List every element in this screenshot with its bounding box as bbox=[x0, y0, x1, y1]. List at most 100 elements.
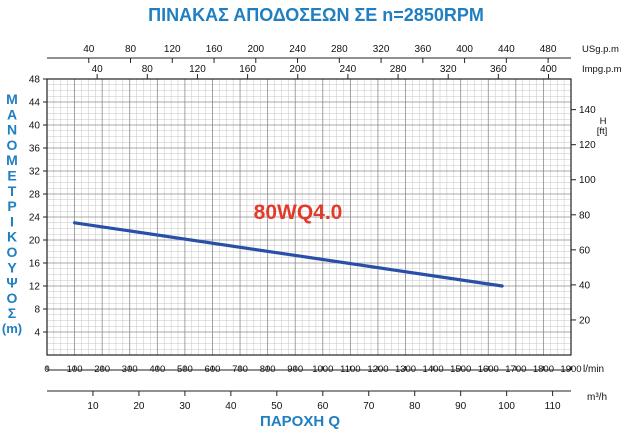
lpm-tick-label: 1900 bbox=[560, 364, 581, 375]
ylabel-letter: Ρ bbox=[7, 198, 16, 214]
ylabel-letter: Υ bbox=[7, 259, 17, 275]
m3h-tick-label: 10 bbox=[87, 401, 99, 412]
lpm-tick-label: 1400 bbox=[423, 364, 444, 375]
head-ft-tick-label: 40 bbox=[579, 280, 591, 291]
m3h-tick-label: 60 bbox=[317, 401, 329, 412]
usgpm-tick-label: 400 bbox=[456, 44, 473, 55]
m3h-tick-label: 70 bbox=[363, 401, 375, 412]
head-ft-tick-label: 60 bbox=[579, 245, 591, 256]
impgpm-tick-label: 80 bbox=[142, 64, 154, 75]
lpm-tick-label: 1300 bbox=[395, 364, 416, 375]
impgpm-tick-label: 160 bbox=[239, 64, 256, 75]
impgpm-tick-label: 400 bbox=[540, 64, 557, 75]
head-ft-tick-label: 20 bbox=[579, 315, 591, 326]
lpm-tick-label: 1800 bbox=[533, 364, 554, 375]
head-ft-unit-top: H bbox=[600, 116, 607, 127]
ylabel-letter: Κ bbox=[7, 229, 17, 245]
lpm-tick-label: 1500 bbox=[450, 364, 471, 375]
head-m-tick-label: 16 bbox=[29, 259, 41, 270]
impgpm-tick-label: 40 bbox=[92, 64, 104, 75]
lpm-tick-label: 900 bbox=[287, 364, 303, 375]
ylabel-letter: Ψ bbox=[6, 275, 17, 291]
lpm-tick-label: 400 bbox=[149, 364, 165, 375]
usgpm-tick-label: 280 bbox=[331, 44, 348, 55]
m3h-tick-label: 40 bbox=[225, 401, 237, 412]
impgpm-tick-label: 280 bbox=[390, 64, 407, 75]
ylabel-letter: Μ bbox=[6, 91, 18, 107]
usgpm-tick-label: 80 bbox=[125, 44, 137, 55]
usgpm-tick-label: 120 bbox=[164, 44, 181, 55]
lpm-tick-label: 1100 bbox=[340, 364, 360, 375]
lpm-tick-label: 600 bbox=[205, 364, 221, 375]
impgpm-tick-label: 360 bbox=[490, 64, 507, 75]
lpm-tick-label: 200 bbox=[94, 364, 110, 375]
m3h-tick-label: 50 bbox=[271, 401, 283, 412]
m3h-unit-label: m³/h bbox=[587, 392, 607, 403]
head-ft-tick-label: 140 bbox=[579, 105, 596, 116]
model-label: 80WQ4.0 bbox=[254, 201, 343, 224]
ylabel-letter: Ο bbox=[7, 290, 18, 306]
lpm-tick-label: 0 bbox=[44, 364, 49, 375]
impgpm-unit-label: Impg.p.m bbox=[582, 64, 622, 75]
usgpm-tick-label: 200 bbox=[247, 44, 264, 55]
usgpm-tick-label: 240 bbox=[289, 44, 306, 55]
lpm-tick-label: 700 bbox=[232, 364, 248, 375]
lpm-tick-label: 1600 bbox=[478, 364, 499, 375]
head-ft-tick-label: 100 bbox=[579, 175, 596, 186]
usgpm-tick-label: 40 bbox=[83, 44, 95, 55]
ylabel-letter: Ο bbox=[7, 137, 18, 153]
ylabel-letter: Ο bbox=[7, 244, 18, 260]
usgpm-tick-label: 360 bbox=[414, 44, 431, 55]
m3h-tick-label: 80 bbox=[409, 401, 421, 412]
xlabel: ΠΑΡΟΧΗ Q bbox=[260, 413, 340, 430]
head-m-tick-label: 40 bbox=[29, 121, 41, 132]
ylabel-letter: Ν bbox=[7, 122, 17, 138]
head-m-tick-label: 8 bbox=[34, 305, 40, 316]
series-line-0 bbox=[72, 221, 504, 288]
ylabel-letter: Α bbox=[7, 106, 17, 122]
impgpm-tick-label: 120 bbox=[189, 64, 206, 75]
head-m-tick-label: 32 bbox=[29, 167, 41, 178]
impgpm-tick-label: 200 bbox=[289, 64, 306, 75]
ylabel-letter: Τ bbox=[8, 183, 17, 199]
lpm-tick-label: 800 bbox=[260, 364, 276, 375]
m3h-tick-label: 20 bbox=[133, 401, 145, 412]
usgpm-tick-label: 160 bbox=[206, 44, 223, 55]
head-m-tick-label: 44 bbox=[29, 98, 41, 109]
lpm-tick-label: 500 bbox=[177, 364, 193, 375]
lpm-tick-label: 1200 bbox=[367, 364, 388, 375]
lpm-tick-label: 100 bbox=[67, 364, 83, 375]
head-m-tick-label: 24 bbox=[29, 213, 41, 224]
head-ft-unit-bottom: [ft] bbox=[597, 126, 608, 137]
impgpm-tick-label: 240 bbox=[340, 64, 357, 75]
head-m-tick-label: 28 bbox=[29, 190, 41, 201]
chart-title: ΠΙΝΑΚΑΣ ΑΠΟΔΟΣΕΩΝ ΣΕ n=2850RPM bbox=[148, 5, 484, 25]
m3h-tick-label: 100 bbox=[498, 401, 515, 412]
m3h-tick-label: 110 bbox=[545, 401, 561, 412]
head-ft-tick-label: 120 bbox=[579, 140, 596, 151]
head-m-tick-label: 48 bbox=[29, 75, 41, 86]
ylabel-letter: Ε bbox=[7, 168, 16, 184]
usgpm-tick-label: 480 bbox=[540, 44, 557, 55]
ylabel-letter: Ι bbox=[10, 213, 14, 229]
lpm-tick-label: 1700 bbox=[505, 364, 526, 375]
ylabel-unit: (m) bbox=[2, 321, 22, 336]
m3h-tick-label: 90 bbox=[455, 401, 467, 412]
head-m-tick-label: 20 bbox=[29, 236, 41, 247]
head-m-tick-label: 12 bbox=[29, 282, 41, 293]
m3h-tick-label: 30 bbox=[179, 401, 191, 412]
usgpm-tick-label: 320 bbox=[373, 44, 390, 55]
usgpm-unit-label: USg.p.m bbox=[582, 44, 619, 55]
lpm-unit-label: l/min bbox=[583, 364, 604, 375]
head-m-tick-label: 36 bbox=[29, 144, 41, 155]
head-ft-tick-label: 80 bbox=[579, 210, 591, 221]
head-m-tick-label: 4 bbox=[34, 328, 40, 339]
usgpm-tick-label: 440 bbox=[498, 44, 515, 55]
lpm-tick-label: 300 bbox=[122, 364, 138, 375]
ylabel-letter: Σ bbox=[8, 305, 16, 321]
lpm-tick-label: 1000 bbox=[312, 364, 333, 375]
impgpm-tick-label: 320 bbox=[440, 64, 457, 75]
ylabel-letter: Μ bbox=[6, 152, 18, 168]
